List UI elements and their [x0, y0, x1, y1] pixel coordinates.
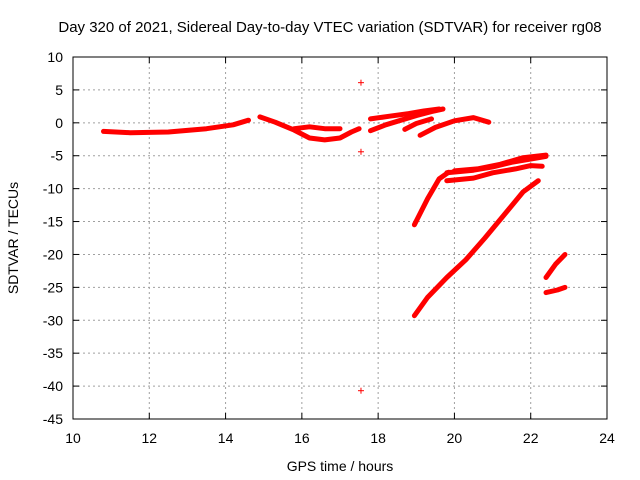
- y-tick-label: -35: [43, 345, 63, 361]
- outlier-point: [357, 387, 364, 394]
- data-arc-arc-11: [451, 152, 549, 174]
- data-arc-arc-8: [411, 169, 452, 228]
- y-tick-label: -15: [43, 214, 63, 230]
- data-arc-arc-5: [368, 106, 442, 122]
- data-series: [101, 79, 568, 394]
- data-arc-arc-7: [417, 115, 492, 138]
- x-tick-label: 22: [523, 430, 539, 446]
- outlier-point: [357, 79, 364, 86]
- y-tick-label: 10: [47, 49, 63, 65]
- y-tick-label: -10: [43, 181, 63, 197]
- y-tick-label: -45: [43, 411, 63, 427]
- x-axis: 10 12 14 16 18 20 22 24: [65, 57, 615, 446]
- y-tick-label: -20: [43, 246, 63, 262]
- y-axis: -45 -40 -35 -30 -25 -20 -15 -10 -5 0 5 10: [43, 49, 607, 427]
- data-arc-arc-14: [543, 284, 568, 296]
- data-arc-arc-3: [291, 124, 343, 132]
- x-tick-label: 14: [218, 430, 234, 446]
- outlier-point: [357, 148, 364, 155]
- x-tick-label: 20: [447, 430, 463, 446]
- y-tick-label: -5: [51, 148, 64, 164]
- data-arc-arc-12: [411, 178, 541, 319]
- data-arc-arc-1: [101, 117, 251, 136]
- x-tick-label: 10: [65, 430, 81, 446]
- x-axis-label: GPS time / hours: [287, 458, 394, 474]
- y-axis-label: SDTVAR / TECUs: [5, 182, 21, 294]
- y-tick-label: 0: [55, 115, 63, 131]
- grid: [73, 57, 607, 419]
- x-tick-label: 16: [294, 430, 310, 446]
- chart-title: Day 320 of 2021, Sidereal Day-to-day VTE…: [58, 19, 601, 36]
- y-tick-label: -40: [43, 378, 63, 394]
- x-tick-label: 24: [599, 430, 615, 446]
- data-arc-arc-2: [257, 114, 362, 143]
- x-tick-label: 18: [370, 430, 386, 446]
- y-tick-label: -25: [43, 279, 63, 295]
- y-tick-label: -30: [43, 312, 63, 328]
- data-arc-arc-13: [543, 252, 568, 280]
- data-arc-arc-6: [402, 116, 434, 132]
- data-arc-arc-10: [444, 163, 545, 184]
- plot-frame: [72, 56, 608, 420]
- y-tick-label: 5: [55, 82, 63, 98]
- x-tick-label: 12: [141, 430, 157, 446]
